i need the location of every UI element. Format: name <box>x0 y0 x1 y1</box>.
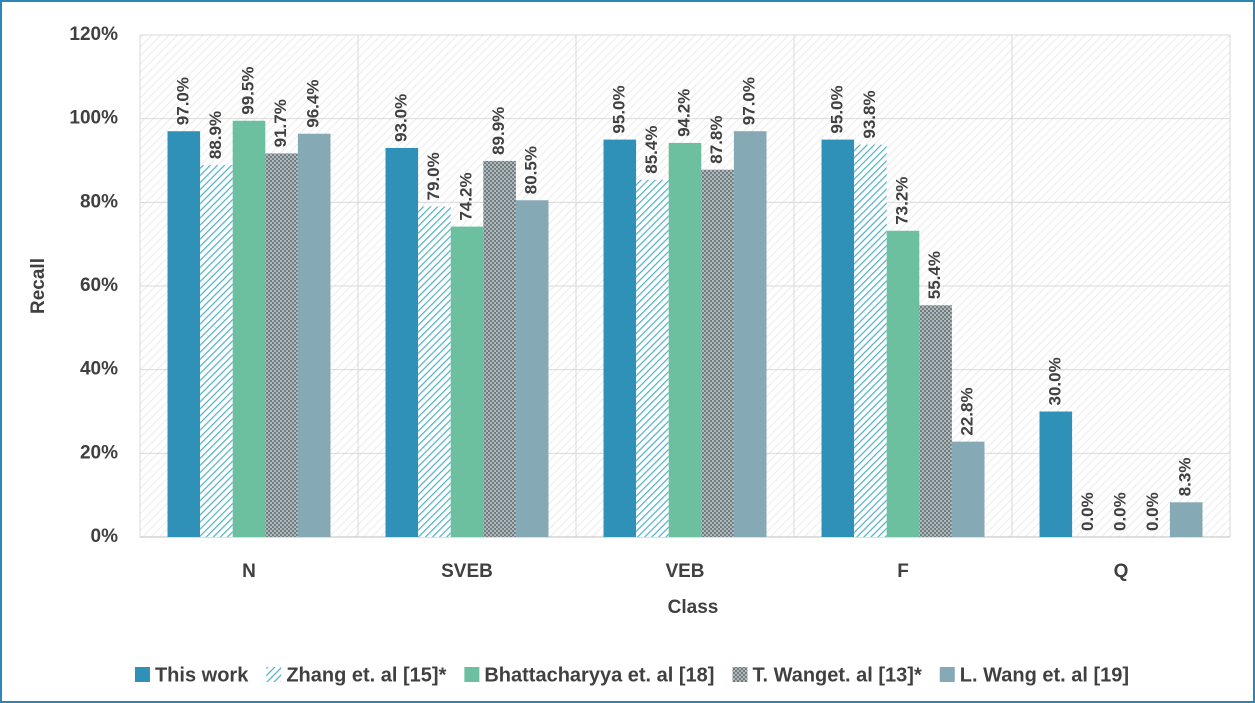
data-label: 55.4% <box>925 251 944 299</box>
x-tick-label: SVEB <box>441 561 493 582</box>
y-tick-label: 100% <box>69 108 118 129</box>
legend-label: T. Wanget. al [13]* <box>752 664 922 686</box>
y-axis-label: Recall <box>28 258 49 314</box>
legend-swatch <box>464 667 480 682</box>
data-label: 80.5% <box>522 146 541 194</box>
data-label: 97.0% <box>740 77 759 125</box>
bar <box>483 160 516 537</box>
legend-swatch <box>732 667 748 682</box>
legend-label: This work <box>155 664 249 686</box>
legend-swatch <box>134 667 150 682</box>
data-label: 93.0% <box>391 94 410 142</box>
data-label: 87.8% <box>707 116 726 164</box>
x-axis-label: Class <box>668 597 719 618</box>
data-label: 96.4% <box>304 80 323 128</box>
bar <box>854 144 887 537</box>
data-label: 73.2% <box>892 177 911 225</box>
legend-label: Zhang et. al [15]* <box>286 664 446 686</box>
data-label: 0.0% <box>1078 492 1097 531</box>
y-tick-label: 80% <box>80 191 118 212</box>
x-tick-label: Q <box>1114 561 1129 582</box>
y-tick-label: 20% <box>80 442 118 463</box>
bar <box>297 133 331 537</box>
legend: This work Zhang et. al [15]* Bhattacharyya… <box>134 664 1129 686</box>
legend-swatch <box>266 667 282 682</box>
y-tick-label: 0% <box>91 526 119 547</box>
data-label: 89.9% <box>489 107 508 155</box>
bar <box>951 441 985 537</box>
data-label: 30.0% <box>1045 357 1064 405</box>
data-label: 95.0% <box>827 85 846 133</box>
x-tick-label: VEB <box>665 561 704 582</box>
y-tick-label: 40% <box>80 359 118 380</box>
data-label: 8.3% <box>1176 458 1195 497</box>
bar <box>636 179 669 537</box>
bar <box>733 131 767 537</box>
bar <box>919 305 952 537</box>
legend-label: Bhattacharyya et. al [18] <box>484 664 714 686</box>
bar <box>450 226 484 537</box>
bar <box>167 131 201 537</box>
y-tick-label: 120% <box>69 24 118 45</box>
y-tick-label: 60% <box>80 275 118 296</box>
data-label: 0.0% <box>1143 492 1162 531</box>
bar <box>265 153 298 537</box>
bar <box>418 206 451 537</box>
bar <box>200 165 233 537</box>
bar <box>603 139 637 538</box>
data-label: 93.8% <box>860 90 879 138</box>
data-label: 88.9% <box>206 111 225 159</box>
bar <box>385 147 419 537</box>
bar <box>668 142 702 537</box>
bar <box>886 230 920 537</box>
data-label: 95.0% <box>609 85 628 133</box>
data-label: 91.7% <box>271 99 290 147</box>
data-label: 85.4% <box>642 126 661 174</box>
legend-label: L. Wang et. al [19] <box>960 664 1129 686</box>
data-label: 99.5% <box>238 67 257 115</box>
bar <box>1169 502 1203 537</box>
x-tick-label: N <box>242 561 256 582</box>
data-label: 74.2% <box>456 172 475 220</box>
data-label: 22.8% <box>958 387 977 435</box>
data-label: 97.0% <box>173 77 192 125</box>
data-label: 0.0% <box>1110 492 1129 531</box>
data-label: 94.2% <box>674 89 693 137</box>
bar <box>1039 411 1073 537</box>
x-tick-label: F <box>897 561 909 582</box>
data-label: 79.0% <box>424 152 443 200</box>
bar <box>701 169 734 537</box>
bar <box>515 200 549 537</box>
bar <box>232 120 266 537</box>
legend-swatch <box>939 667 955 682</box>
bar <box>821 139 855 538</box>
